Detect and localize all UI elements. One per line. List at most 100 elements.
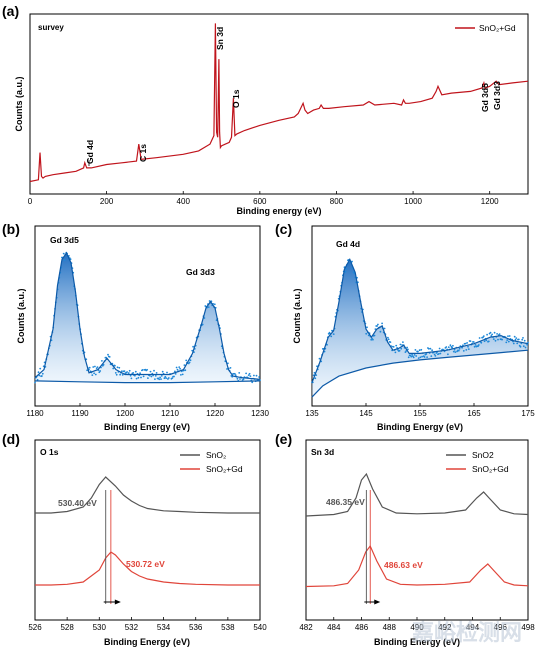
panel-e-legend-sno2-gd: SnO₂+Gd xyxy=(472,464,509,474)
panel-c-data-point xyxy=(418,349,421,352)
panel-b-peak-fill xyxy=(35,253,260,383)
panel-b-data-point xyxy=(41,375,43,377)
panel-b-data-point xyxy=(258,376,260,378)
panel-d-shift-arrowhead xyxy=(114,599,121,605)
panel-c-data-point xyxy=(379,330,382,333)
panel-c-data-point xyxy=(496,333,498,335)
panel-c-data-point xyxy=(402,341,404,343)
panel-b-data-point xyxy=(247,374,250,376)
panel-c-data-point xyxy=(464,342,467,345)
annotation-gd-3d3: Gd 3d3 xyxy=(492,81,502,110)
panel-c-data-point xyxy=(477,344,480,346)
panel-c-data-point xyxy=(516,342,519,345)
panel-a-xtick-label: 200 xyxy=(100,197,114,206)
panel-b-data-point xyxy=(150,375,153,378)
panel-c-annotation-gd-4d: Gd 4d xyxy=(336,239,360,249)
panel-b-data-point xyxy=(149,370,152,373)
panel-c-data-point xyxy=(458,347,461,350)
panel-c-data-point xyxy=(395,344,398,347)
panel-b-data-point xyxy=(238,372,241,374)
panel-b-data-point xyxy=(146,368,149,371)
panel-c-data-point xyxy=(314,377,317,380)
panel-c-data-point xyxy=(462,350,465,352)
panel-b-data-point xyxy=(91,374,94,376)
panel-b-data-point xyxy=(153,369,155,372)
panel-b-data-point xyxy=(96,366,99,368)
panel-c-data-point xyxy=(365,332,368,335)
panel-d-series-sno2 xyxy=(35,476,260,514)
panel-d-xlabel: Binding Energy (eV) xyxy=(104,637,190,647)
panel-a-label: (a) xyxy=(2,3,19,19)
panel-c-data-point xyxy=(445,346,448,348)
panel-b-data-point xyxy=(181,373,184,376)
panel-c-data-point xyxy=(376,325,378,327)
panel-b-data-point xyxy=(154,378,156,380)
panel-c-data-point xyxy=(417,350,419,353)
panel-c-data-point xyxy=(394,351,397,354)
panel-c-data-point xyxy=(426,356,428,358)
panel-c-peak-fill xyxy=(312,259,528,398)
panel-e-xtick-label: 498 xyxy=(521,623,535,632)
panel-b-xtick-label: 1210 xyxy=(161,409,179,418)
panel-b-data-point xyxy=(114,372,117,374)
annotation-o-1s: O 1s xyxy=(231,89,241,108)
panel-b-data-point xyxy=(37,371,40,374)
panel-c-data-point xyxy=(409,354,412,357)
panel-c-data-point xyxy=(412,356,415,359)
panel-c-data-point xyxy=(318,357,321,360)
panel-c-data-point xyxy=(398,349,401,352)
panel-b-data-point xyxy=(92,366,95,368)
panel-c-data-point xyxy=(433,353,436,356)
panel-c-data-point xyxy=(411,353,413,356)
panel-c-xtick-label: 155 xyxy=(413,409,427,418)
panel-b-data-point xyxy=(213,303,216,306)
panel-d-xtick-label: 528 xyxy=(60,623,74,632)
panel-b-data-point xyxy=(245,372,248,375)
panel-c-data-point xyxy=(406,346,408,349)
panel-b-data-point xyxy=(129,374,132,377)
panel-e-series-sno2-gd xyxy=(305,544,529,588)
panel-b-data-point xyxy=(158,378,161,381)
panel-c-data-point xyxy=(427,347,430,350)
panel-b-data-point xyxy=(236,377,239,380)
panel-c-data-point xyxy=(491,333,493,336)
panel-c-data-point xyxy=(439,352,442,355)
panel-c-ylabel: Counts (a.u.) xyxy=(292,289,302,344)
panel-c-data-point xyxy=(389,341,392,343)
panel-d-xtick-label: 534 xyxy=(157,623,171,632)
panel-b-data-point xyxy=(93,372,95,375)
panel-c-data-point xyxy=(420,348,423,351)
panel-b-data-point xyxy=(160,375,163,377)
panel-b-data-point xyxy=(234,374,237,377)
panel-b-data-point xyxy=(126,371,128,373)
panel-b-data-point xyxy=(174,373,177,375)
panel-a-inner-label: survey xyxy=(38,23,64,32)
panel-e-shift-arrowhead xyxy=(374,599,381,605)
panel-b-data-point xyxy=(132,372,135,374)
panel-b-data-point xyxy=(180,374,182,376)
panel-c-data-point xyxy=(522,337,524,339)
panel-b-data-point xyxy=(175,366,178,369)
panel-c-data-point xyxy=(485,339,488,342)
panel-c-data-point xyxy=(522,345,525,348)
panel-e-xtick-label: 494 xyxy=(466,623,480,632)
panel-c-data-point xyxy=(377,323,379,326)
panel-c-data-point xyxy=(489,331,492,334)
panel-c-data-point xyxy=(381,322,383,325)
panel-c-data-point xyxy=(387,336,389,339)
panel-c-data-point xyxy=(366,326,368,329)
watermark: 嘉峪检测网 xyxy=(412,620,522,646)
panel-c-data-point xyxy=(487,340,490,343)
panel-e-xtick-label: 482 xyxy=(299,623,313,632)
panel-c-data-point xyxy=(387,338,390,341)
panel-c-data-point xyxy=(437,353,440,355)
panel-e-series-sno2 xyxy=(305,472,529,517)
panel-c-data-point xyxy=(447,353,449,356)
panel-a-series-line xyxy=(29,23,529,183)
panel-b-data-point xyxy=(139,372,142,375)
panel-c-data-point xyxy=(507,340,510,343)
panel-e-xtick-label: 490 xyxy=(410,623,424,632)
panel-b-data-point xyxy=(94,365,96,368)
panel-e-xlabel: Binding Energy (eV) xyxy=(374,637,460,647)
